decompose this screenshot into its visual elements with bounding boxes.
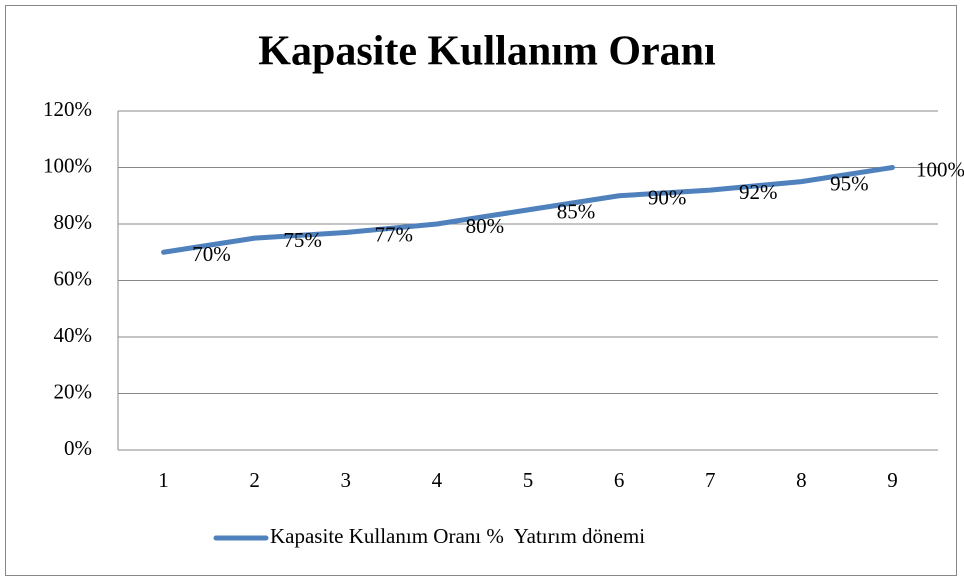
data-label: 85% <box>557 200 596 224</box>
y-tick-label: 120% <box>43 97 92 121</box>
data-line <box>161 165 895 255</box>
x-tick-label: 6 <box>614 468 625 492</box>
y-tick-label: 40% <box>54 323 93 347</box>
x-tick-label: 4 <box>432 468 443 492</box>
x-tick-label: 5 <box>523 468 534 492</box>
data-label: 92% <box>739 180 778 204</box>
y-tick-label: 80% <box>54 210 93 234</box>
x-tick-label: 8 <box>796 468 807 492</box>
chart-title: Kapasite Kullanım Oranı <box>258 29 716 75</box>
data-label: 95% <box>830 171 869 195</box>
data-label: 100% <box>916 157 964 181</box>
data-label: 90% <box>648 186 687 210</box>
x-tick-label: 7 <box>705 468 716 492</box>
y-tick-label: 100% <box>43 153 92 177</box>
x-tick-label: 1 <box>158 468 169 492</box>
y-tick-label: 60% <box>54 266 93 290</box>
chart-border <box>5 5 957 576</box>
legend-label: Kapasite Kullanım Oranı % Yatırım dönemi <box>270 524 645 548</box>
y-tick-label: 20% <box>54 379 93 403</box>
data-label: 70% <box>192 242 231 266</box>
x-tick-label: 3 <box>341 468 352 492</box>
data-label: 80% <box>466 214 505 238</box>
data-label: 75% <box>283 228 322 252</box>
data-label: 77% <box>375 222 414 246</box>
y-tick-label: 0% <box>64 436 92 460</box>
x-tick-label: 2 <box>249 468 260 492</box>
x-tick-label: 9 <box>887 468 898 492</box>
